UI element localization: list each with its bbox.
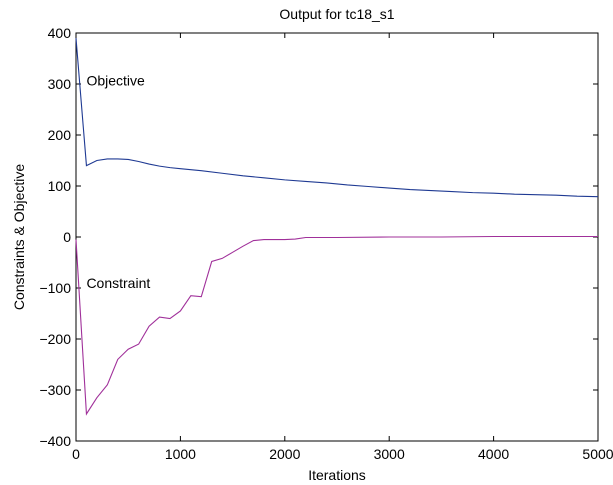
axis-ticks: 0 1000 2000 3000 4000 5000 −400 −300 −200 −100 0 10… — [39, 25, 613, 462]
annotations: Objective Constraint — [86, 73, 150, 291]
y-tick-label: 100 — [48, 178, 72, 194]
x-tick-label: 3000 — [374, 446, 405, 462]
x-tick-label: 0 — [72, 446, 80, 462]
data-series — [75, 38, 599, 416]
series-line-objective — [75, 38, 599, 198]
x-tick-label: 1000 — [165, 446, 196, 462]
x-tick-label: 5000 — [582, 446, 613, 462]
y-tick-label: −100 — [39, 280, 71, 296]
y-tick-label: −200 — [39, 331, 71, 347]
x-tick-label: 4000 — [478, 446, 509, 462]
y-axis-title: Constraints & Objective — [11, 164, 27, 310]
chart-title: Output for tc18_s1 — [279, 6, 394, 22]
x-tick-label: 2000 — [269, 446, 300, 462]
y-tick-label: 200 — [48, 127, 72, 143]
y-tick-label: −300 — [39, 382, 71, 398]
annotation-constraint: Constraint — [86, 275, 150, 291]
y-tick-label: −400 — [39, 433, 71, 449]
x-axis-title: Iterations — [308, 467, 366, 483]
y-tick-label: 400 — [48, 25, 72, 41]
y-tick-label: 300 — [48, 76, 72, 92]
y-tick-label: 0 — [63, 229, 71, 245]
annotation-objective: Objective — [86, 73, 145, 89]
series-line-constraint — [75, 235, 598, 416]
